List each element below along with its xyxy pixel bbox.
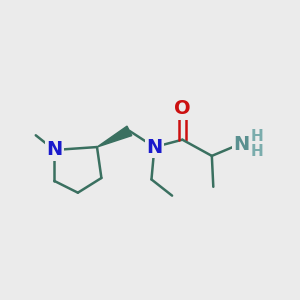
Text: H: H xyxy=(251,144,264,159)
Text: O: O xyxy=(174,99,191,118)
Text: N: N xyxy=(233,135,249,154)
Polygon shape xyxy=(97,126,132,147)
Text: H: H xyxy=(251,129,264,144)
Text: N: N xyxy=(146,138,163,157)
Text: N: N xyxy=(46,140,62,160)
